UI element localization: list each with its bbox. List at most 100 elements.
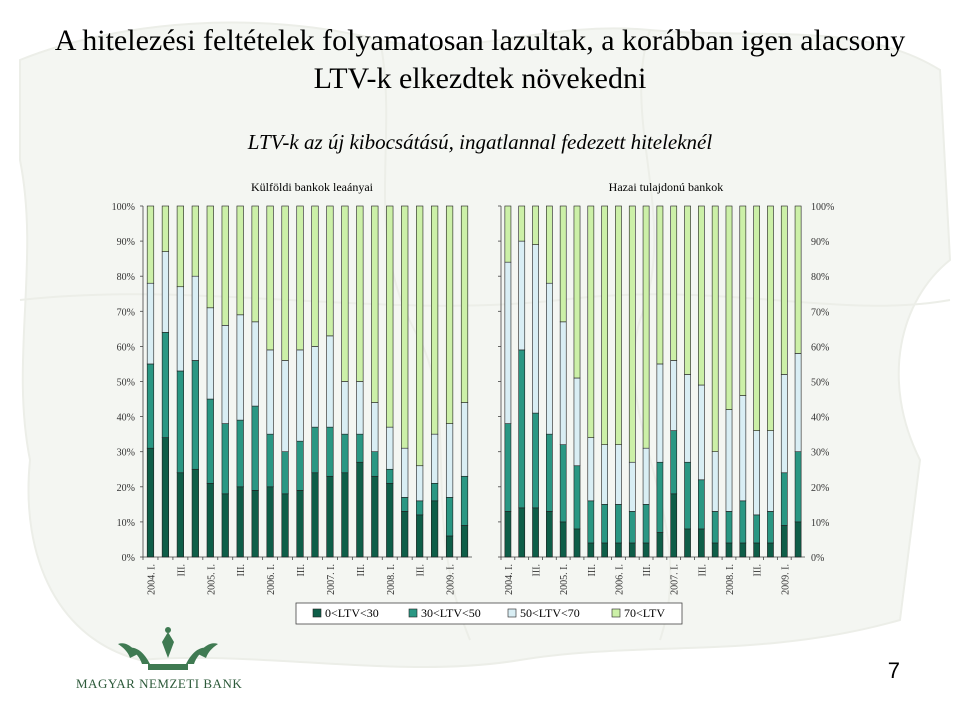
logo-text: MAGYAR NEMZETI BANK [76, 676, 243, 691]
bar-segment [431, 433, 439, 484]
bar-segment [386, 468, 394, 484]
bar-segment [296, 205, 304, 351]
y-tick-label-right: 100% [811, 202, 834, 213]
x-tick-label: III. [416, 564, 427, 577]
bar-segment [356, 433, 364, 463]
bar-segment [251, 205, 259, 323]
bar-segment [794, 353, 802, 453]
bar-segment [559, 521, 567, 558]
bar-segment [191, 275, 199, 361]
y-tick-label-right: 10% [811, 518, 829, 529]
bar-segment [546, 433, 553, 512]
bar-segment [656, 205, 664, 365]
chart-panel-1: Külföldi bankok leaányai 2004. I. III. 2005… [140, 180, 472, 595]
bar-segment [628, 205, 636, 463]
bar-segment [416, 205, 424, 467]
y-tick-label-right: 50% [811, 378, 829, 389]
bar-segment [161, 251, 170, 333]
bar-segment [739, 542, 747, 558]
bar-segment [161, 332, 170, 438]
legend-box [295, 602, 683, 625]
bar-segment [191, 360, 199, 470]
x-tick-label: III. [532, 564, 543, 577]
bar-segment [431, 205, 439, 435]
bar-segment [725, 542, 733, 558]
bar-segment [753, 205, 760, 431]
bar-segment [504, 511, 512, 558]
bar-segment [311, 472, 319, 558]
bar-segment [326, 475, 334, 558]
bar-segment [753, 514, 760, 544]
bar-segment [326, 205, 334, 337]
bar-segment [587, 500, 595, 544]
bar-segment [266, 349, 274, 435]
bar-segment [711, 542, 719, 558]
bar-segment [601, 542, 608, 558]
bar-segment [684, 461, 691, 530]
x-tick-label: 2008. I. [725, 564, 736, 595]
bar-segment [753, 430, 760, 516]
bar-segment [251, 405, 259, 491]
x-tick-label: 2009. I. [780, 564, 791, 595]
x-tick-label: 2005. I. [559, 564, 570, 595]
bar-segment [670, 493, 678, 558]
bar-segment [221, 325, 229, 424]
bar-segment [601, 444, 608, 505]
bar-segment [684, 528, 691, 558]
y-tick-label-left: 0% [122, 553, 135, 564]
bar-segment [518, 349, 526, 509]
bar-segment [780, 374, 788, 474]
y-tick-label-right: 20% [811, 483, 829, 494]
bar-segment [445, 535, 454, 558]
bar-segment [670, 430, 678, 495]
x-tick-label: 2004. I. [146, 564, 157, 595]
legend-swatch [408, 608, 418, 618]
y-tick-label-right: 90% [811, 237, 829, 248]
bar-segment [206, 482, 214, 558]
bar-segment [296, 349, 304, 442]
bar-segment [296, 440, 304, 491]
bar-segment [146, 447, 155, 558]
bar-segment [698, 479, 705, 530]
bar-segment [532, 412, 539, 509]
bar-segment [341, 205, 349, 382]
bar-segment [386, 205, 394, 428]
bar-segment [546, 511, 553, 558]
bar-segment [341, 381, 349, 435]
x-tick-label: 2009. I. [446, 564, 457, 595]
bar-segment [401, 511, 409, 558]
bar-segment [311, 346, 319, 428]
bar-segment [341, 433, 349, 474]
y-tick-label-right: 40% [811, 413, 829, 424]
bar-segment [191, 205, 199, 277]
bar-segment [518, 507, 526, 558]
bar-segment [573, 205, 581, 379]
bar-segment [416, 465, 424, 502]
x-tick-label: III. [296, 564, 307, 577]
bar-segment [236, 205, 244, 316]
panel-title: Külföldi bankok leaányai [251, 180, 374, 194]
bar-segment [698, 528, 705, 558]
bar-segment [794, 521, 802, 558]
bar-segment [311, 426, 319, 474]
bar-segment [767, 511, 774, 544]
chart-legend: 0<LTV<30 30<LTV<50 50<LTV<70 70<LTV [295, 602, 683, 625]
bar-segment [460, 475, 469, 526]
bar-segment [371, 451, 379, 477]
x-tick-label: III. [587, 564, 598, 577]
bar-segment [725, 205, 733, 410]
bar-segment [356, 461, 364, 558]
bar-segment [767, 430, 774, 512]
bar-segment [711, 451, 719, 512]
legend-swatch [312, 608, 322, 618]
bar-segment [161, 437, 170, 558]
bar-segment [628, 511, 636, 544]
bar-segment [221, 423, 229, 495]
bar-segment [191, 468, 199, 558]
bar-segment [176, 205, 184, 288]
bar-segment [684, 374, 691, 463]
bar-segment [356, 205, 364, 382]
bar-segment [146, 205, 155, 284]
bar-segment [221, 205, 229, 326]
